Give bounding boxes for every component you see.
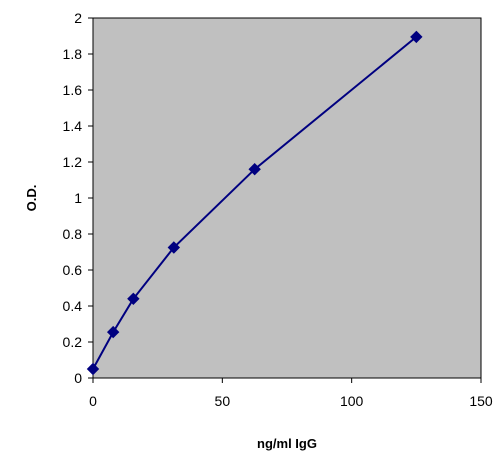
x-axis-title: ng/ml IgG <box>257 436 317 451</box>
x-tick-label: 50 <box>215 393 231 409</box>
y-tick-label: 1.2 <box>63 154 83 170</box>
x-axis-ticks: 0 50 100 150 <box>89 378 493 409</box>
y-tick-label: 2 <box>74 10 82 26</box>
data-point-marker <box>248 162 261 176</box>
y-axis-title: O.D. <box>24 185 39 212</box>
y-tick-label: 0.8 <box>63 226 83 242</box>
y-tick-label: 0.6 <box>63 262 83 278</box>
data-point-marker <box>106 325 120 339</box>
y-tick-label: 0.2 <box>63 334 83 350</box>
x-tick-label: 150 <box>469 393 493 409</box>
y-tick-label: 1.8 <box>63 46 83 62</box>
y-tick-label: 0 <box>74 370 82 386</box>
x-tick-label: 0 <box>89 393 97 409</box>
y-tick-label: 0.4 <box>63 298 83 314</box>
y-tick-label: 1 <box>74 190 82 206</box>
data-point-marker <box>167 241 181 254</box>
data-point-marker <box>410 30 423 44</box>
x-tick-label: 100 <box>340 393 364 409</box>
series-layer <box>86 30 423 376</box>
series-line <box>92 36 417 370</box>
data-point-marker <box>127 292 140 306</box>
y-tick-label: 1.4 <box>63 118 83 134</box>
plot-area <box>92 17 482 379</box>
data-point-marker <box>86 362 100 376</box>
y-tick-label: 1.6 <box>63 82 83 98</box>
y-axis-ticks: 0 0.2 0.4 0.6 0.8 1 1.2 1.4 1.6 1.8 2 <box>63 10 93 386</box>
